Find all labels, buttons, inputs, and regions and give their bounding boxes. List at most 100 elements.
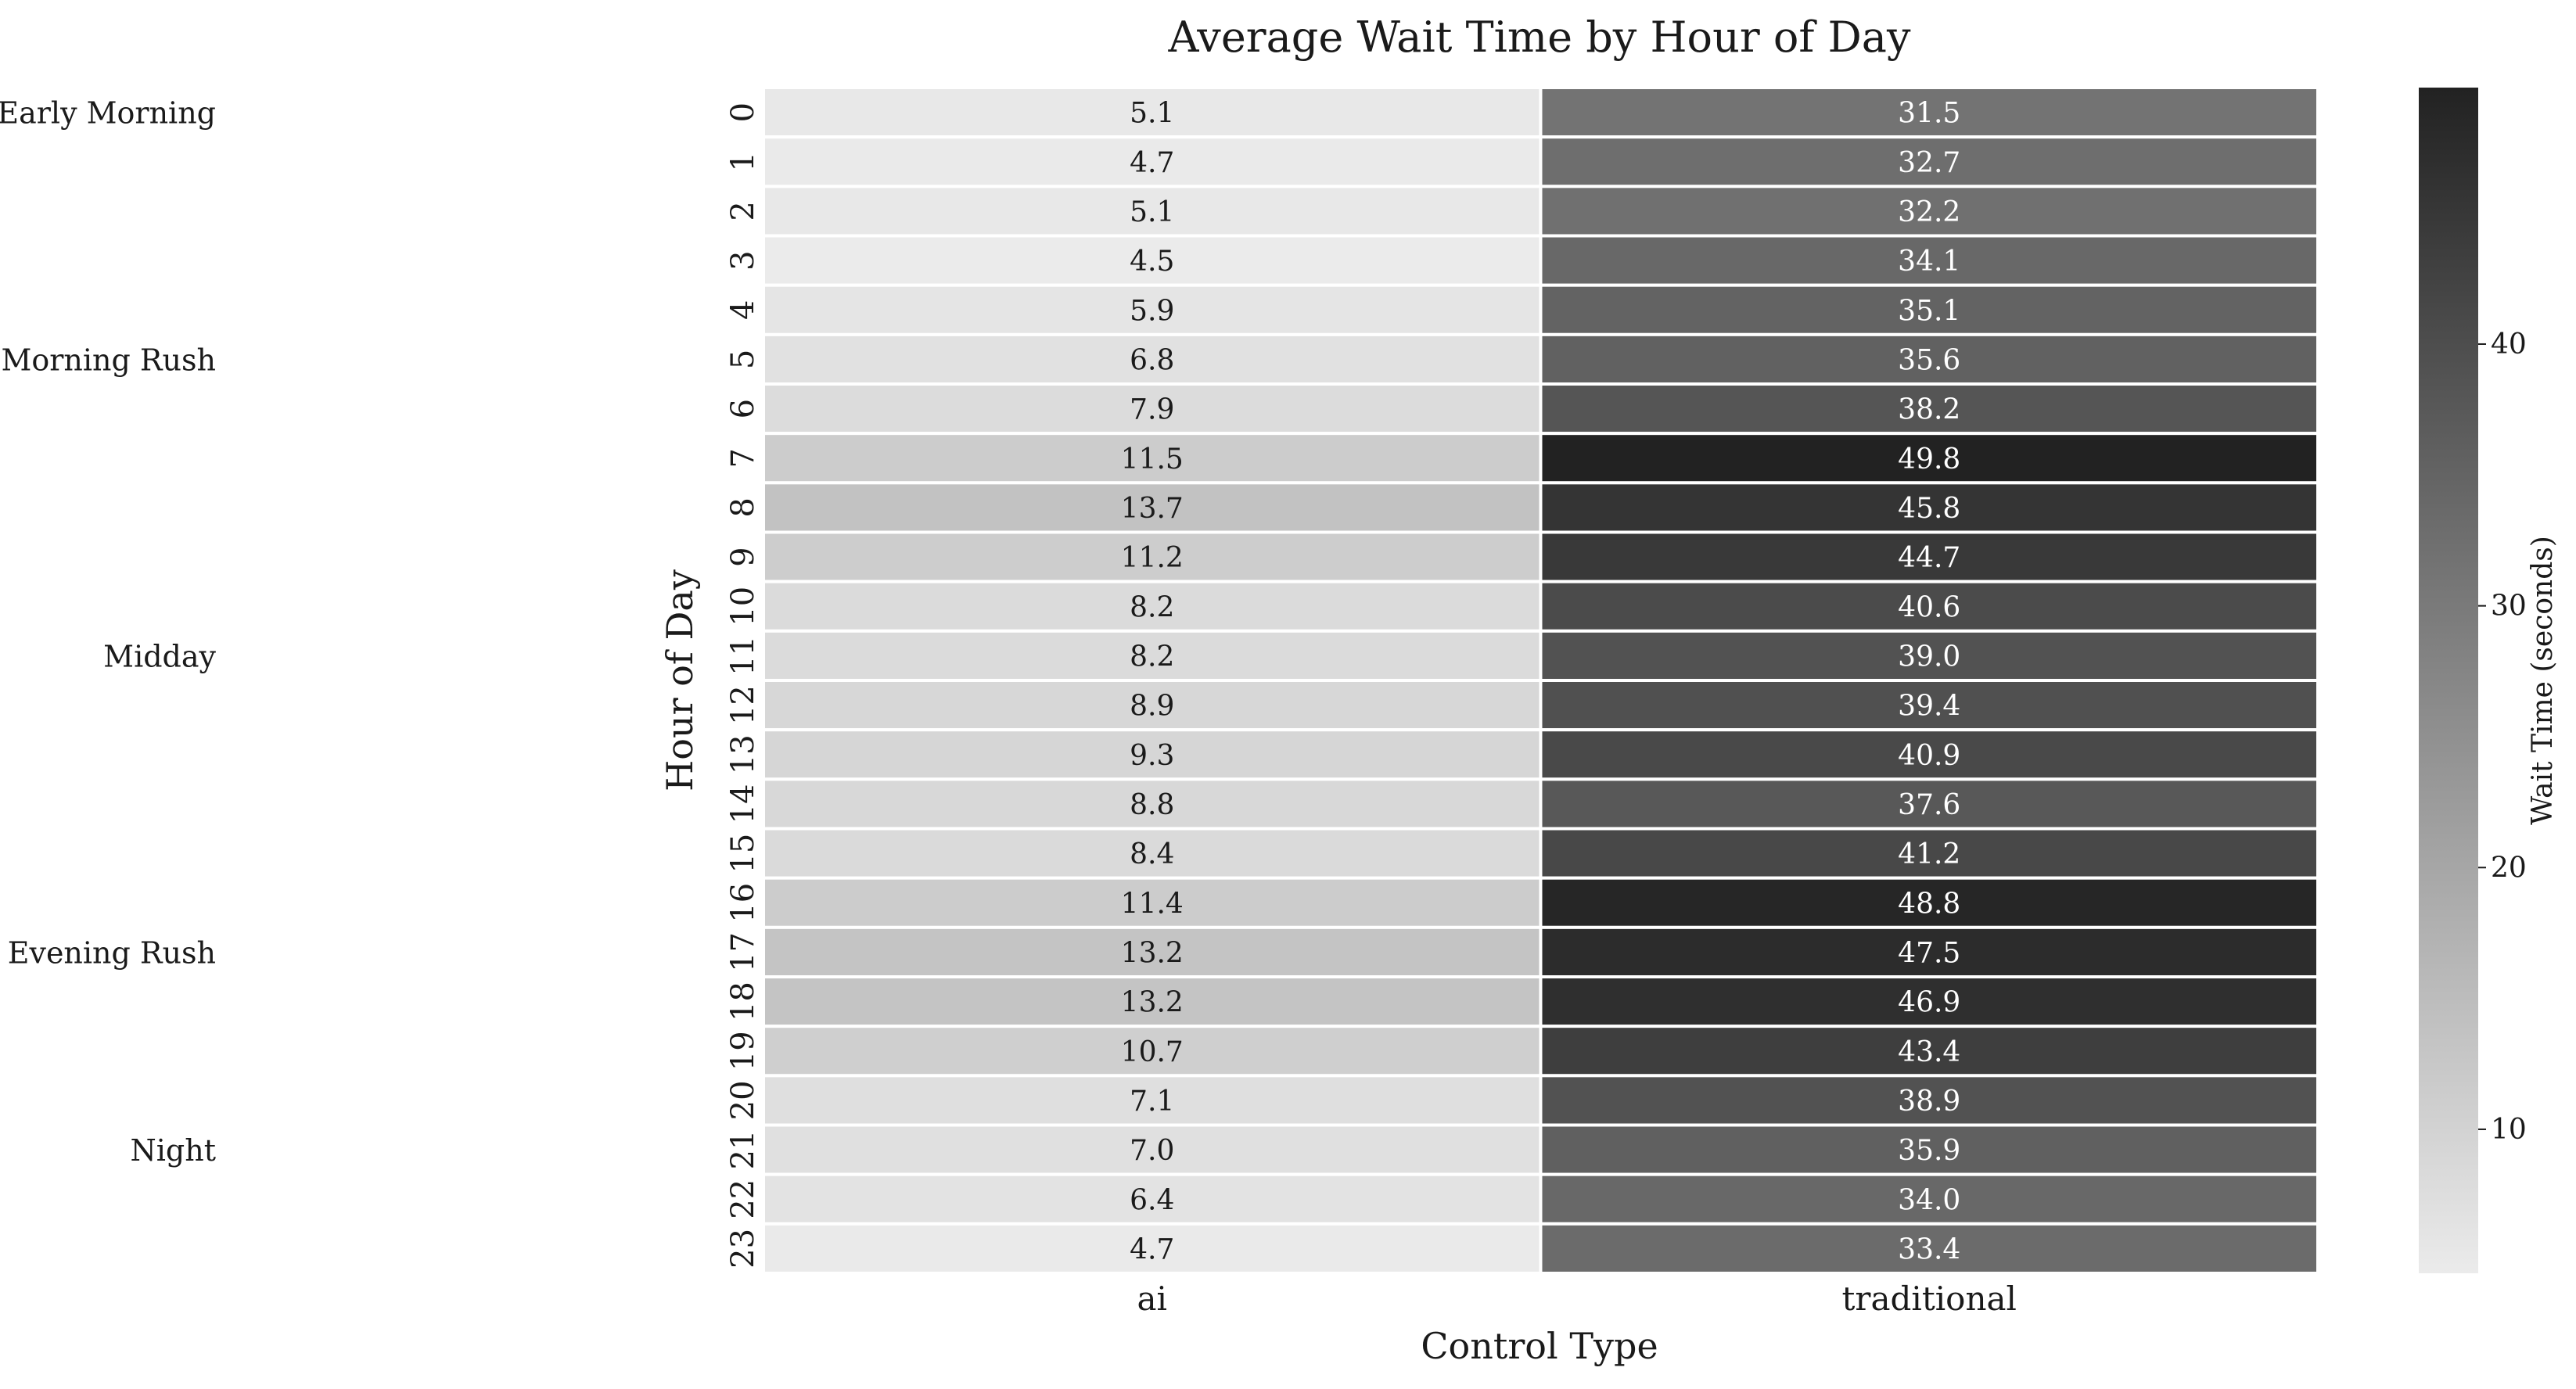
cell-value-label: 13.2 (1121, 937, 1184, 969)
row-tick-label: 17 (725, 932, 761, 972)
cell-value-label: 8.2 (1130, 591, 1174, 623)
period-annotation: Early Morning (0, 96, 216, 131)
heatmap-cell (762, 1222, 1543, 1276)
cell-value-label: 32.2 (1898, 196, 1960, 228)
cell-value-label: 34.1 (1898, 246, 1960, 278)
heatmap-cell (1539, 629, 2319, 682)
row-tick-label: 1 (725, 152, 761, 171)
cell-value-label: 35.9 (1898, 1135, 1960, 1167)
cell-value-label: 11.4 (1121, 888, 1184, 920)
cell-value-label: 38.2 (1898, 394, 1960, 426)
heatmap-cell (762, 827, 1543, 880)
heatmap-cell (1539, 580, 2319, 633)
cell-value-label: 5.1 (1130, 98, 1174, 130)
heatmap-cell (1539, 332, 2319, 386)
cell-value-label: 40.9 (1898, 740, 1960, 772)
colorbar-tick-labels: 10 20 30 40 (2478, 328, 2527, 1146)
cell-value-label: 13.2 (1121, 987, 1184, 1019)
cell-value-label: 40.6 (1898, 591, 1960, 623)
chart-title: Average Wait Time by Hour of Day (1168, 13, 1911, 62)
heatmap-cell (1539, 86, 2319, 139)
cell-value-label: 35.6 (1898, 344, 1960, 376)
row-tick-label: 9 (725, 547, 761, 566)
column-tick-label: ai (1137, 1280, 1167, 1318)
row-tick-label: 21 (725, 1130, 761, 1170)
colorbar-tick-label: 20 (2491, 852, 2527, 884)
row-tick-label: 22 (725, 1179, 761, 1219)
row-tick-label: 10 (725, 587, 761, 626)
heatmap-cell (1539, 185, 2319, 238)
heatmap-cell (1539, 234, 2319, 287)
row-tick-label: 20 (725, 1080, 761, 1120)
heatmap-cell (762, 629, 1543, 682)
heatmap-cell (1539, 283, 2319, 336)
heatmap-cell (762, 86, 1543, 139)
cell-value-label: 41.2 (1898, 838, 1960, 870)
cell-value-label: 44.7 (1898, 542, 1960, 574)
heatmap-cells (762, 86, 2319, 1276)
period-annotation: Evening Rush (8, 935, 216, 970)
column-tick-label: traditional (1842, 1280, 2017, 1318)
row-tick-label: 18 (725, 982, 761, 1021)
cell-value-label: 5.1 (1130, 196, 1174, 228)
heatmap-cell (1539, 1222, 2319, 1276)
cell-value-label: 8.9 (1130, 691, 1174, 723)
cell-value-label: 48.8 (1898, 888, 1960, 920)
cell-value-label: 11.2 (1121, 542, 1184, 574)
colorbar-label: Wait Time (seconds) (2527, 536, 2559, 825)
heatmap-cell (1539, 925, 2319, 979)
row-tick-label: 11 (725, 636, 761, 676)
row-tick-label: 16 (725, 883, 761, 923)
row-tick-label: 2 (725, 201, 761, 221)
row-tick-label: 12 (725, 685, 761, 725)
cell-value-label: 34.0 (1898, 1184, 1960, 1216)
cell-value-label: 37.6 (1898, 789, 1960, 821)
period-annotations: Early Morning Morning Rush Midday Evening R… (0, 96, 217, 1168)
row-tick-label: 6 (725, 399, 761, 418)
cell-value-label: 7.1 (1130, 1086, 1174, 1118)
column-tick-labels: ai traditional (1137, 1280, 2017, 1318)
y-axis-label: Hour of Day (659, 569, 701, 791)
heatmap-cell (1539, 135, 2319, 188)
cell-value-label: 4.7 (1130, 1233, 1174, 1265)
heatmap-cell (762, 728, 1543, 781)
period-annotation: Midday (103, 639, 216, 673)
colorbar-tick-label: 40 (2491, 328, 2527, 361)
colorbar-tick-label: 30 (2491, 590, 2527, 623)
cell-value-label: 4.5 (1130, 246, 1174, 278)
cell-value-label: 8.2 (1130, 641, 1174, 673)
cell-value-label: 47.5 (1898, 937, 1960, 969)
cell-value-label: 33.4 (1898, 1233, 1960, 1265)
row-tick-label: 13 (725, 734, 761, 774)
row-tick-label: 15 (725, 834, 761, 874)
heatmap-cell (1539, 777, 2319, 831)
cell-value-label: 45.8 (1898, 493, 1960, 525)
cell-value-label: 38.9 (1898, 1086, 1960, 1118)
heatmap-cell (762, 1172, 1543, 1226)
heatmap-cell (1539, 1172, 2319, 1226)
heatmap-cell (762, 530, 1543, 583)
cell-value-label: 7.9 (1130, 394, 1174, 426)
cell-value-label: 7.0 (1130, 1135, 1174, 1167)
heatmap-cell (1539, 481, 2319, 534)
row-tick-label: 23 (725, 1229, 761, 1269)
x-axis-label: Control Type (1421, 1325, 1658, 1367)
colorbar (2419, 88, 2478, 1273)
cell-value-label: 43.4 (1898, 1036, 1960, 1068)
heatmap-cell (1539, 679, 2319, 732)
row-tick-label: 14 (725, 784, 761, 824)
heatmap-cell (1539, 382, 2319, 436)
cell-value-label: 32.7 (1898, 147, 1960, 179)
heatmap-cell (762, 580, 1543, 633)
cell-value-label: 49.8 (1898, 443, 1960, 476)
cell-value-label: 10.7 (1121, 1036, 1184, 1068)
heatmap-cell (762, 481, 1543, 534)
cell-value-label: 4.7 (1130, 147, 1174, 179)
cell-value-label: 35.1 (1898, 295, 1960, 327)
heatmap-cell (762, 975, 1543, 1028)
heatmap-cell (762, 777, 1543, 831)
row-tick-label: 5 (725, 350, 761, 369)
